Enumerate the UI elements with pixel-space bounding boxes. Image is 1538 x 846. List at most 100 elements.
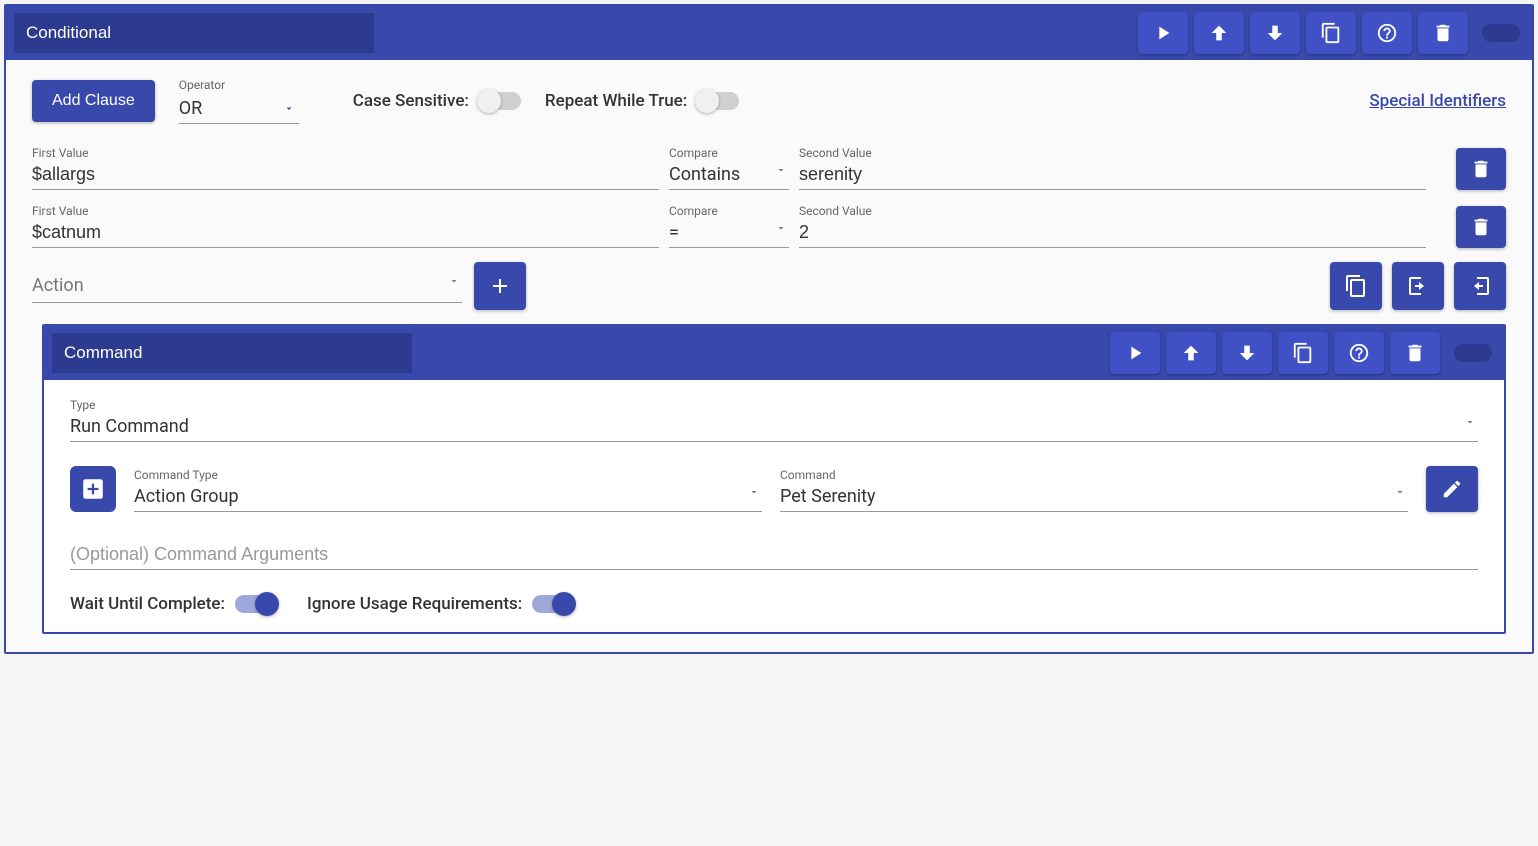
move-up-button[interactable] <box>1166 332 1216 374</box>
wait-label: Wait Until Complete: <box>70 594 225 614</box>
special-identifiers-link[interactable]: Special Identifiers <box>1369 91 1506 111</box>
chevron-down-icon <box>283 98 295 119</box>
first-value-label: First Value <box>32 146 659 160</box>
command-header <box>44 326 1504 380</box>
ignore-toggle[interactable] <box>532 595 574 613</box>
compare-select[interactable]: Compare Contains <box>669 146 789 190</box>
ignore-group: Ignore Usage Requirements: <box>307 594 574 614</box>
operator-select[interactable]: Operator OR <box>179 78 299 124</box>
second-value-input[interactable] <box>799 218 1426 248</box>
chevron-down-icon <box>748 486 760 502</box>
edit-command-button[interactable] <box>1426 466 1478 512</box>
add-clause-button[interactable]: Add Clause <box>32 80 155 122</box>
panel-enable-toggle[interactable] <box>1482 24 1520 42</box>
edit-icon <box>1441 478 1463 500</box>
operator-label: Operator <box>179 78 299 92</box>
plus-icon <box>488 274 512 298</box>
first-value-input[interactable] <box>32 160 659 190</box>
chevron-down-icon <box>775 222 787 238</box>
add-action-button[interactable] <box>474 262 526 310</box>
import-icon <box>1468 274 1492 298</box>
help-button[interactable] <box>1334 332 1384 374</box>
chevron-down-icon <box>1394 486 1406 502</box>
action-select[interactable]: Action <box>32 269 462 303</box>
conditional-header <box>6 6 1532 60</box>
type-select[interactable]: Type Run Command <box>70 398 1478 442</box>
conditional-panel: Add Clause Operator OR Case Sensitive: R… <box>4 4 1534 654</box>
chevron-down-icon <box>448 275 460 291</box>
add-command-button[interactable] <box>70 466 116 512</box>
second-value-input[interactable] <box>799 160 1426 190</box>
second-value-field: Second Value <box>799 204 1426 248</box>
top-controls-row: Add Clause Operator OR Case Sensitive: R… <box>32 78 1506 124</box>
import-actions-button[interactable] <box>1454 262 1506 310</box>
wait-group: Wait Until Complete: <box>70 594 277 614</box>
first-value-input[interactable] <box>32 218 659 248</box>
command-name-label: Command <box>780 468 1408 482</box>
help-button[interactable] <box>1362 12 1412 54</box>
second-value-label: Second Value <box>799 204 1426 218</box>
repeat-label: Repeat While True: <box>545 91 687 111</box>
move-down-button[interactable] <box>1250 12 1300 54</box>
command-type-label: Command Type <box>134 468 762 482</box>
copy-icon <box>1320 22 1342 44</box>
second-value-label: Second Value <box>799 146 1426 160</box>
case-sensitive-label: Case Sensitive: <box>353 91 469 111</box>
first-value-label: First Value <box>32 204 659 218</box>
copy-actions-button[interactable] <box>1330 262 1382 310</box>
clause-row: First Value Compare Contains Second Valu… <box>32 146 1506 190</box>
copy-icon <box>1344 274 1368 298</box>
command-title-input[interactable] <box>52 333 412 373</box>
action-row: Action <box>32 262 1506 310</box>
compare-label: Compare <box>669 204 789 218</box>
compare-value: = <box>669 222 679 243</box>
move-up-button[interactable] <box>1194 12 1244 54</box>
second-value-field: Second Value <box>799 146 1426 190</box>
operator-value: OR <box>179 98 202 119</box>
chevron-down-icon <box>1464 416 1476 432</box>
delete-panel-button[interactable] <box>1418 12 1468 54</box>
export-actions-button[interactable] <box>1392 262 1444 310</box>
trash-icon <box>1432 22 1454 44</box>
duplicate-button[interactable] <box>1306 12 1356 54</box>
compare-value: Contains <box>669 164 740 185</box>
conditional-body: Add Clause Operator OR Case Sensitive: R… <box>6 60 1532 652</box>
trash-icon <box>1470 158 1492 180</box>
first-value-field: First Value <box>32 146 659 190</box>
wait-toggle[interactable] <box>235 595 277 613</box>
duplicate-button[interactable] <box>1278 332 1328 374</box>
chevron-down-icon <box>775 164 787 180</box>
delete-panel-button[interactable] <box>1390 332 1440 374</box>
export-icon <box>1406 274 1430 298</box>
action-placeholder: Action <box>32 275 84 296</box>
command-args-input[interactable] <box>70 540 1478 570</box>
move-down-button[interactable] <box>1222 332 1272 374</box>
panel-title-input[interactable] <box>14 13 374 53</box>
command-type-select[interactable]: Command Type Action Group <box>134 468 762 512</box>
help-icon <box>1376 22 1398 44</box>
repeat-group: Repeat While True: <box>545 91 739 111</box>
trash-icon <box>1404 342 1426 364</box>
plus-box-icon <box>80 476 106 502</box>
ignore-label: Ignore Usage Requirements: <box>307 594 522 614</box>
command-name-value: Pet Serenity <box>780 486 876 507</box>
compare-select[interactable]: Compare = <box>669 204 789 248</box>
arrow-up-icon <box>1208 22 1230 44</box>
run-button[interactable] <box>1110 332 1160 374</box>
panel-enable-toggle[interactable] <box>1454 344 1492 362</box>
delete-clause-button[interactable] <box>1456 148 1506 190</box>
command-config-row: Command Type Action Group Command Pet Se… <box>70 466 1478 512</box>
delete-clause-button[interactable] <box>1456 206 1506 248</box>
play-icon <box>1152 22 1174 44</box>
repeat-toggle[interactable] <box>697 92 739 110</box>
run-button[interactable] <box>1138 12 1188 54</box>
case-sensitive-group: Case Sensitive: <box>353 91 521 111</box>
trash-icon <box>1470 216 1492 238</box>
arrow-down-icon <box>1236 342 1258 364</box>
command-select[interactable]: Command Pet Serenity <box>780 468 1408 512</box>
case-sensitive-toggle[interactable] <box>479 92 521 110</box>
first-value-field: First Value <box>32 204 659 248</box>
compare-label: Compare <box>669 146 789 160</box>
type-value: Run Command <box>70 416 189 437</box>
command-switch-row: Wait Until Complete: Ignore Usage Requir… <box>70 594 1478 614</box>
